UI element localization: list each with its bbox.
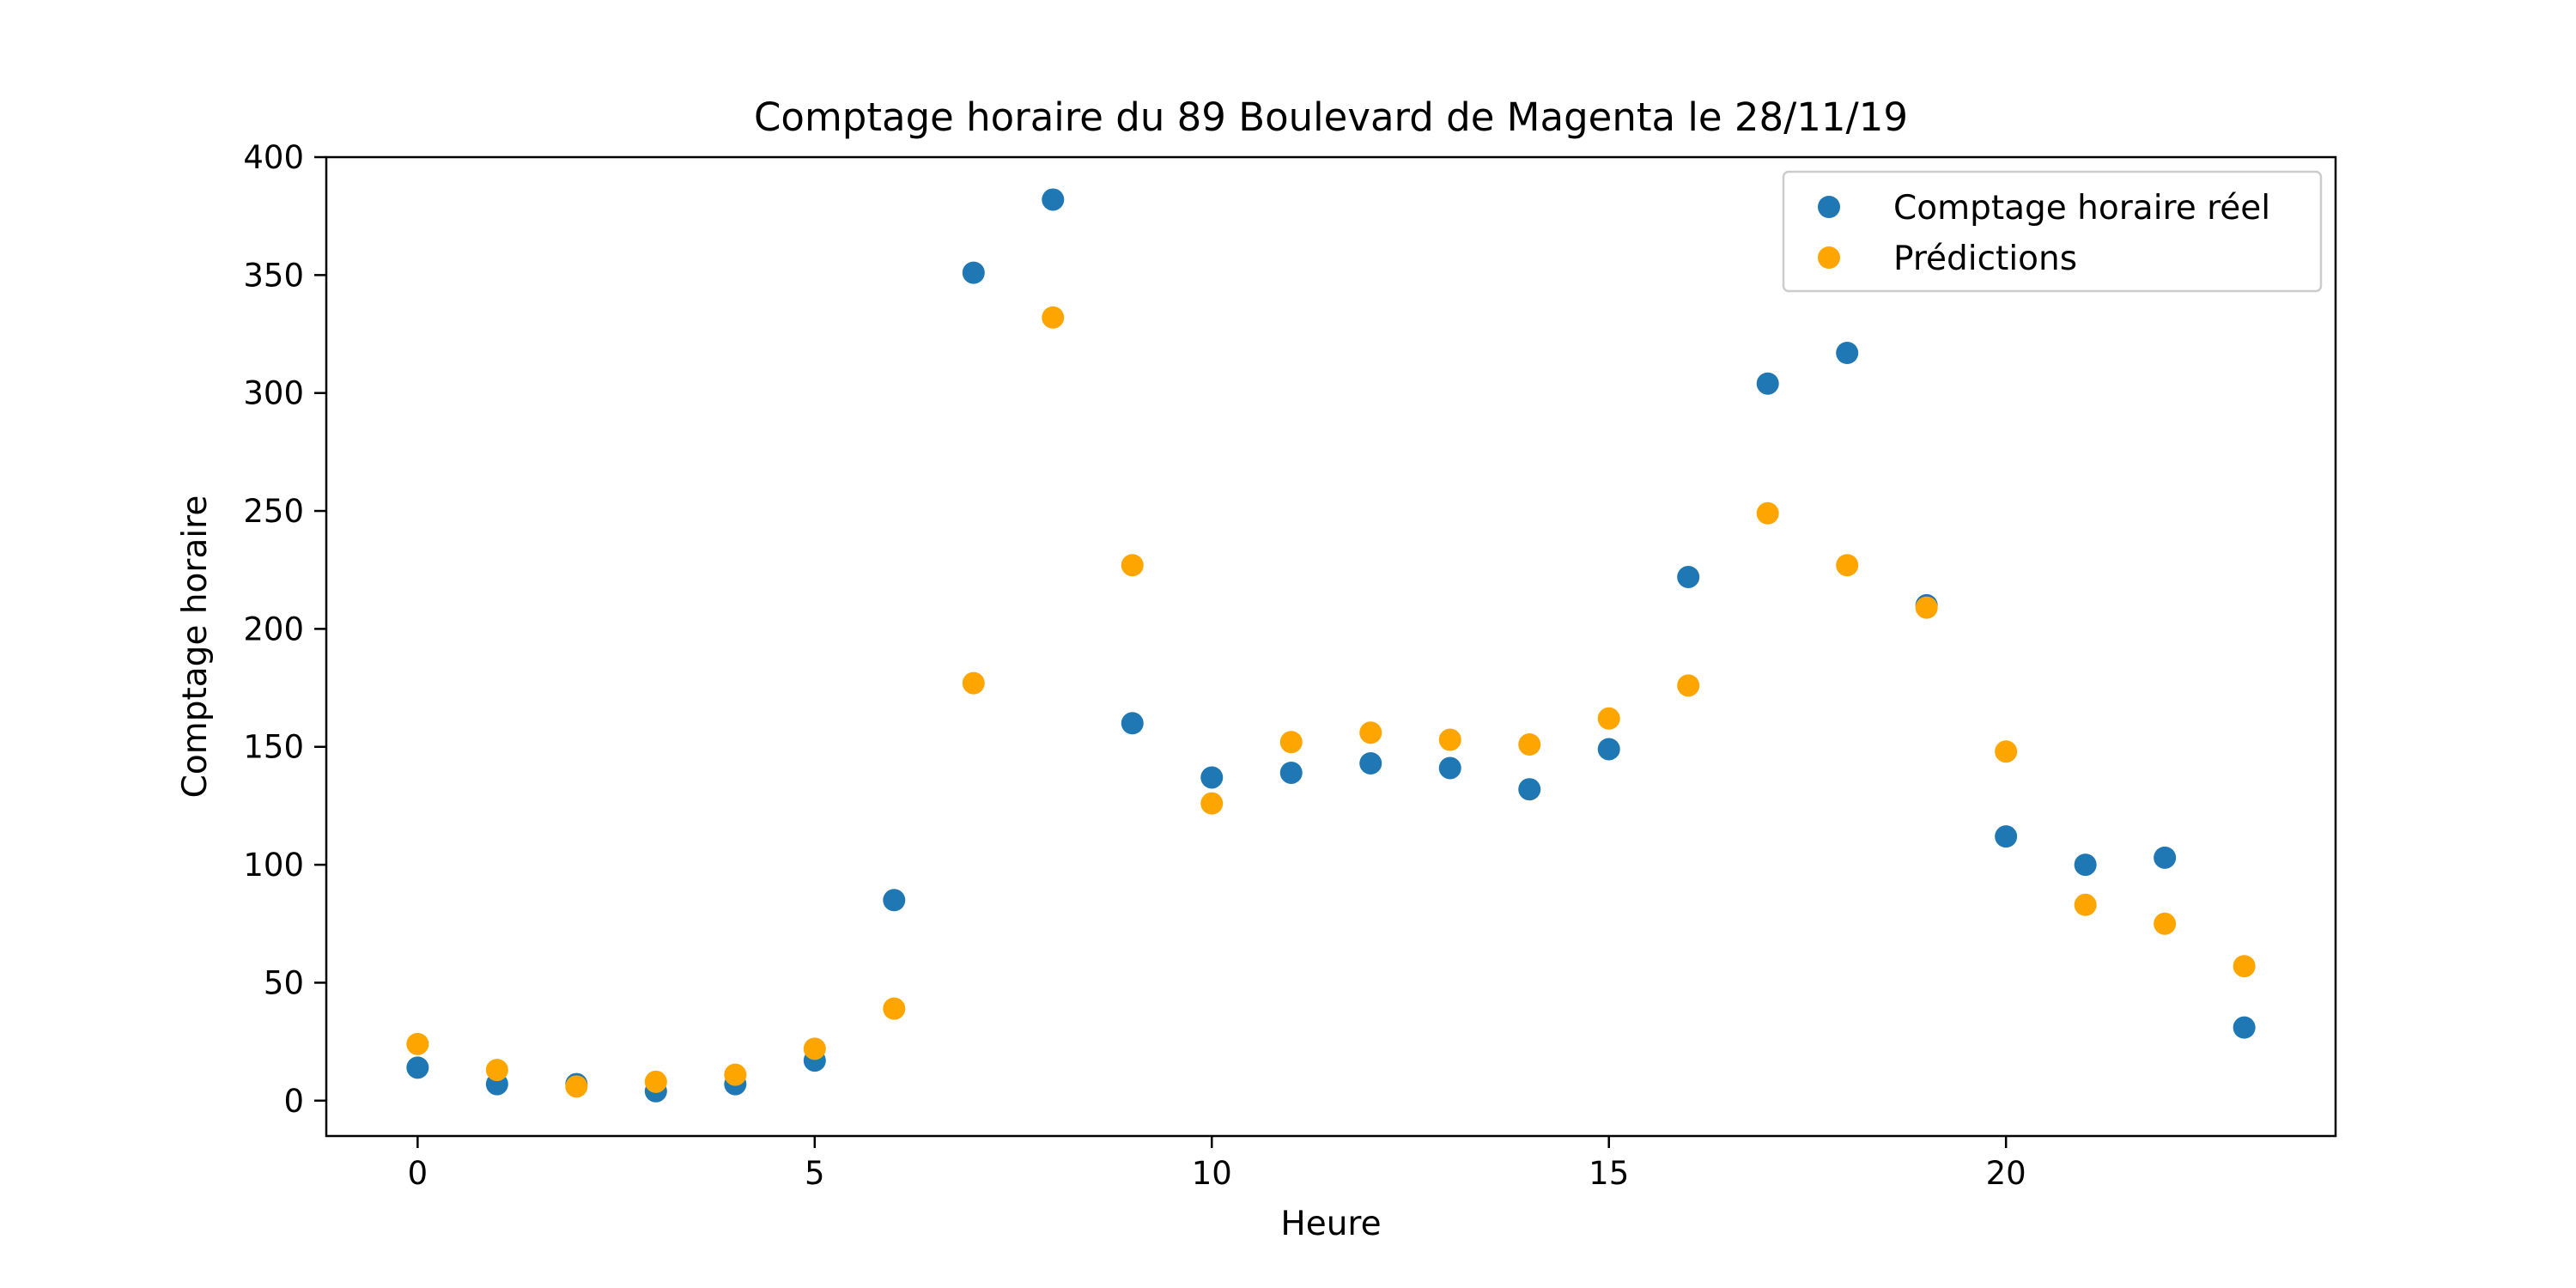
legend-entry-label: Prédictions <box>1893 240 2077 278</box>
data-point-series-2 <box>1836 554 1859 577</box>
y-tick-label: 350 <box>243 257 304 294</box>
data-point-series-2 <box>1915 596 1938 619</box>
data-point-series-2 <box>1438 728 1461 751</box>
chart-title: Comptage horaire du 89 Boulevard de Mage… <box>754 94 1908 140</box>
data-point-series-2 <box>1677 674 1700 697</box>
data-point-series-2 <box>644 1070 667 1093</box>
y-tick-label: 0 <box>283 1083 304 1120</box>
data-point-series-2 <box>485 1059 508 1082</box>
data-point-series-2 <box>1995 740 2018 763</box>
y-axis: 0 50 100 150 200 250 300 350 400 <box>243 139 326 1120</box>
data-point-series-2 <box>1121 554 1144 577</box>
data-point-series-1 <box>2233 1016 2256 1039</box>
data-point-series-2 <box>1756 501 1779 525</box>
x-tick-label: 5 <box>805 1155 825 1192</box>
data-point-series-1 <box>1597 738 1620 761</box>
data-point-series-2 <box>2074 893 2097 916</box>
data-point-series-1 <box>2154 846 2177 869</box>
data-point-series-2 <box>2154 912 2177 935</box>
y-tick-label: 200 <box>243 611 304 647</box>
data-point-series-1 <box>883 889 906 912</box>
data-point-series-2 <box>1279 731 1303 754</box>
x-axis: 0 5 10 15 20 <box>408 1136 2026 1192</box>
x-tick-label: 20 <box>1986 1155 2026 1192</box>
plot-frame <box>325 155 2337 1138</box>
legend: Comptage horaire réel Prédictions <box>1782 170 2323 293</box>
data-point-series-2 <box>2233 955 2256 978</box>
y-tick-label: 100 <box>243 847 304 884</box>
data-point-series-1 <box>1756 372 1779 395</box>
data-point-series-2 <box>1200 792 1224 815</box>
data-point-series-1 <box>1200 766 1224 789</box>
data-point-series-2 <box>962 671 985 695</box>
data-point-series-2 <box>565 1075 588 1098</box>
data-point-series-2 <box>1042 306 1065 329</box>
data-point-series-1 <box>1359 751 1382 775</box>
x-tick-label: 0 <box>408 1155 428 1192</box>
data-point-series-1 <box>2074 854 2097 877</box>
y-tick-label: 50 <box>264 964 304 1001</box>
data-point-series-1 <box>1438 756 1461 780</box>
y-tick-label: 300 <box>243 375 304 412</box>
data-point-series-2 <box>883 997 906 1020</box>
y-tick-label: 250 <box>243 493 304 530</box>
x-tick-label: 10 <box>1192 1155 1232 1192</box>
legend-entry-label: Comptage horaire réel <box>1893 189 2270 228</box>
x-tick-label: 15 <box>1589 1155 1629 1192</box>
data-point-series-2 <box>406 1032 429 1055</box>
data-point-series-1 <box>1121 712 1144 735</box>
data-point-series-2 <box>1597 707 1620 730</box>
y-tick-label: 150 <box>243 729 304 766</box>
legend-marker <box>1818 246 1840 269</box>
data-point-series-2 <box>1359 721 1382 744</box>
data-point-series-1 <box>406 1056 429 1079</box>
x-axis-label: Heure <box>1280 1205 1381 1243</box>
data-point-series-2 <box>803 1037 826 1060</box>
data-point-series-2 <box>1518 733 1541 756</box>
legend-marker <box>1818 196 1840 218</box>
data-point-series-1 <box>1995 825 2018 848</box>
data-point-series-1 <box>1677 565 1700 588</box>
legend-box <box>1782 170 2323 293</box>
data-point-series-1 <box>1279 761 1303 784</box>
y-axis-label: Comptage horaire <box>176 495 215 799</box>
data-point-series-1 <box>1836 342 1859 364</box>
data-point-series-1 <box>962 261 985 284</box>
data-point-series-1 <box>1042 188 1065 211</box>
y-tick-label: 400 <box>243 139 304 176</box>
data-point-series-2 <box>724 1063 747 1086</box>
data-points <box>406 188 2256 1103</box>
data-point-series-1 <box>1518 778 1541 801</box>
